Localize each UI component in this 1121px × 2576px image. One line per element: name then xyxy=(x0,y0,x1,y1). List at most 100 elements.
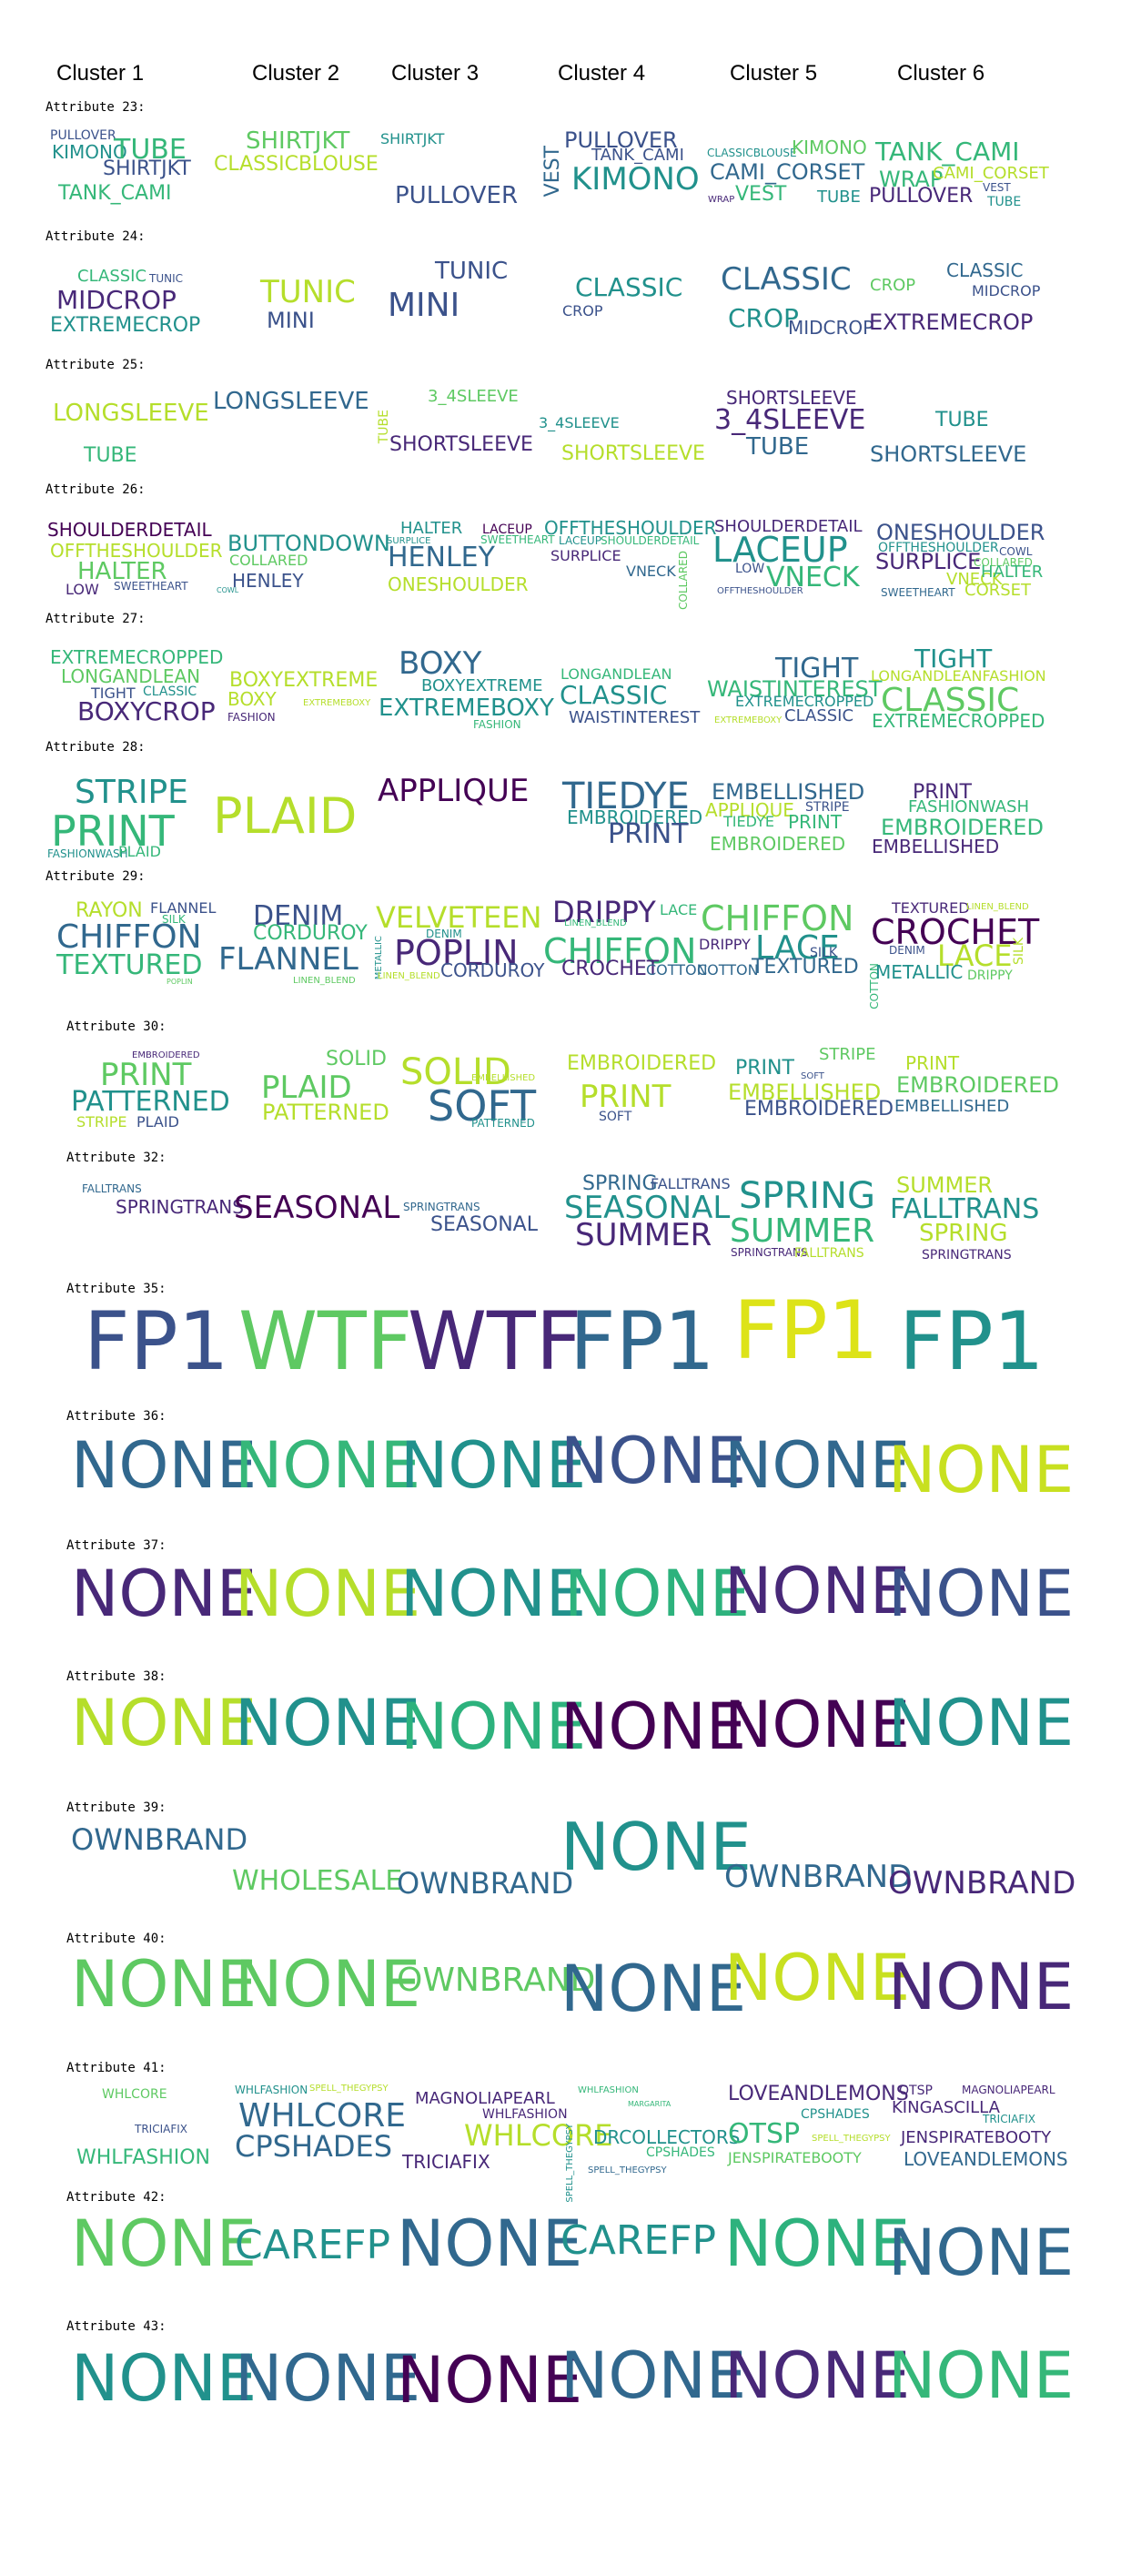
cloud-word: FALLTRANS xyxy=(651,1175,731,1192)
cloud-word: LONGANDLEANFASHION xyxy=(871,667,1046,685)
cloud-word: WHLCORE xyxy=(238,2097,406,2135)
attribute-label: Attribute 37: xyxy=(66,1538,167,1553)
cluster-5-header: Cluster 5 xyxy=(730,61,818,86)
cloud-word: EMBELLISHED xyxy=(872,836,1000,857)
cloud-word: COTTON xyxy=(697,961,759,979)
cloud-word: LOW xyxy=(735,562,765,576)
cloud-word: TUNIC xyxy=(435,258,509,285)
cloud-word: DENIM xyxy=(889,944,925,957)
attribute-label: Attribute 42: xyxy=(66,2190,167,2205)
cloud-word: FP1 xyxy=(899,1294,1045,1388)
cloud-word: TUBE xyxy=(84,444,137,467)
cloud-word: EMBROIDERED xyxy=(896,1072,1059,1098)
cloud-word: OWNBRAND xyxy=(888,1865,1076,1902)
cloud-word: CLASSIC xyxy=(784,706,854,725)
cloud-word: DENIM xyxy=(253,900,344,932)
cloud-word: WRAP xyxy=(879,167,944,192)
cloud-word: PRINT xyxy=(51,806,175,856)
cloud-word: 3_4SLEEVE xyxy=(539,414,620,431)
cloud-word: NONE xyxy=(888,2338,1075,2413)
cloud-word: TANK_CAMI xyxy=(58,182,172,205)
cluster-2-header: Cluster 2 xyxy=(252,61,340,86)
cloud-word: KINGASCILLA xyxy=(892,2098,1000,2117)
cloud-word: BOXY xyxy=(227,688,277,710)
cloud-word: NONE xyxy=(235,1428,421,1503)
cloud-word: EXTREMECROPPED xyxy=(872,710,1045,732)
cloud-word: WHLFASHION xyxy=(578,2085,639,2095)
cloud-word: METALLIC xyxy=(875,961,964,983)
cloud-word: EXTREMECROPPED xyxy=(50,646,224,668)
cloud-word: JENSPIRATEBOOTY xyxy=(901,2128,1052,2147)
cloud-word: TUBE xyxy=(817,188,861,207)
attribute-label: Attribute 28: xyxy=(45,740,146,755)
cloud-word: BUTTONDOWN xyxy=(227,531,390,556)
cloud-word: SHORTSLEEVE xyxy=(389,433,533,456)
cloud-word: OFFTHESHOULDER xyxy=(50,540,223,562)
cloud-word: EXTREMEBOXY xyxy=(379,695,554,722)
cloud-word: OWNBRAND xyxy=(71,1822,248,1857)
cloud-word: PATTERNED xyxy=(471,1117,535,1130)
cloud-word: MINI xyxy=(267,308,315,333)
cloud-word: MAGNOLIAPEARL xyxy=(415,2089,555,2108)
cloud-word: TRICIAFIX xyxy=(402,2151,490,2173)
cloud-word: LONGSLEEVE xyxy=(213,388,369,415)
cloud-word: CORDUROY xyxy=(440,959,545,981)
cloud-word: PLAID xyxy=(136,1113,179,1131)
cloud-word: NONE xyxy=(888,1950,1075,2024)
cloud-word: FLANNEL xyxy=(218,941,359,978)
cloud-word: CAMI_CORSET xyxy=(710,159,865,185)
cloud-word: CLASSIC xyxy=(946,259,1024,281)
cloud-word: LACEUP xyxy=(712,530,848,570)
attribute-label: Attribute 39: xyxy=(66,1800,167,1815)
cloud-word: CPSHADES xyxy=(235,2129,393,2164)
cloud-word: CROCHET xyxy=(561,958,660,980)
cloud-word: BOXY xyxy=(399,645,482,682)
cloud-word: LONGANDLEAN xyxy=(61,665,201,687)
cloud-word: LACEUP xyxy=(482,522,532,537)
cloud-word: PLAID xyxy=(118,843,161,860)
cloud-word: PRINT xyxy=(735,1057,794,1080)
cloud-word: EMBELLISHED xyxy=(712,779,865,805)
cloud-word: STRIPE xyxy=(819,1045,876,1064)
cloud-word: FALLTRANS xyxy=(890,1193,1040,1225)
cloud-word: SPRINGTRANS xyxy=(731,1246,808,1259)
cloud-word: WHLFASHION xyxy=(235,2084,308,2096)
cloud-word: NONE xyxy=(71,1428,258,1503)
cloud-word: PRINT xyxy=(905,1052,960,1074)
cloud-word: SHIRTJKT xyxy=(246,127,350,155)
cloud-word: TIEDYE xyxy=(562,776,690,817)
cloud-word: EMBROIDERED xyxy=(881,815,1044,840)
attribute-label: Attribute 24: xyxy=(45,229,146,244)
attribute-label: Attribute 40: xyxy=(66,1932,167,1946)
attribute-label: Attribute 35: xyxy=(66,1282,167,1296)
cloud-word: NONE xyxy=(560,1424,747,1498)
cloud-word: SEASONAL xyxy=(234,1190,400,1226)
cloud-word: EXTREMECROP xyxy=(50,314,201,337)
cloud-word: NONE xyxy=(235,2341,421,2416)
cloud-word: ONESHOULDER xyxy=(388,573,529,595)
cloud-word: CLASSICBLOUSE xyxy=(707,147,797,159)
cloud-word: MIDCROP xyxy=(788,317,874,339)
cloud-word: SWEETHEART xyxy=(881,586,955,599)
cloud-word: FALLTRANS xyxy=(794,1246,864,1261)
cloud-word: VELVETEEN xyxy=(376,900,542,935)
cloud-word: CROP xyxy=(728,303,799,333)
cloud-word: OWNBRAND xyxy=(397,1866,574,1901)
cloud-word: CLASSICBLOUSE xyxy=(214,153,379,176)
cloud-word: SEASONAL xyxy=(564,1190,731,1226)
cloud-word: LACE xyxy=(755,929,840,967)
cloud-word: EMBROIDERED xyxy=(710,833,846,855)
cloud-word: SURPLICE xyxy=(387,536,431,546)
cloud-word: SILK xyxy=(162,913,186,926)
cloud-word: TUNIC xyxy=(260,274,356,310)
cloud-word: DRCOLLECTORS xyxy=(593,2126,741,2148)
cloud-word: SEASONAL xyxy=(430,1213,538,1236)
cloud-word: TUBE xyxy=(935,409,989,431)
cloud-word: LINEN_BLEND xyxy=(966,902,1029,912)
cluster-1-header: Cluster 1 xyxy=(56,61,145,86)
cluster-3-header: Cluster 3 xyxy=(391,61,480,86)
attribute-label: Attribute 23: xyxy=(45,100,146,115)
cloud-word: EMBROIDERED xyxy=(567,806,703,828)
cloud-word: NONE xyxy=(235,1947,421,2022)
cloud-word: TEXTURED xyxy=(56,949,203,981)
